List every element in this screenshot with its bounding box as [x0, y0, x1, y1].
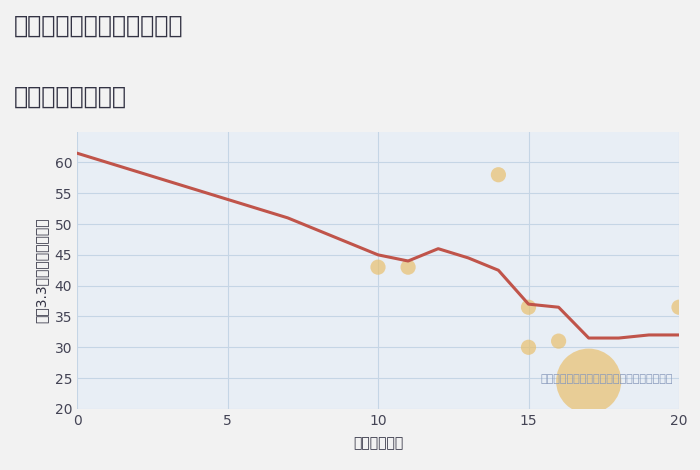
- Point: [673, 304, 685, 311]
- Point: [493, 171, 504, 179]
- Text: 駅距離別土地価格: 駅距離別土地価格: [14, 85, 127, 109]
- Point: [523, 344, 534, 351]
- Point: [583, 377, 594, 385]
- Point: [553, 337, 564, 345]
- Point: [523, 304, 534, 311]
- Text: 円の大きさは、取引のあった物件面積を示す: 円の大きさは、取引のあった物件面積を示す: [541, 374, 673, 384]
- Point: [402, 263, 414, 271]
- Text: 大阪府寝屋川市高宮栄町の: 大阪府寝屋川市高宮栄町の: [14, 14, 183, 38]
- Point: [372, 263, 384, 271]
- Y-axis label: 坪（3.3㎡）単価（万円）: 坪（3.3㎡）単価（万円）: [35, 218, 49, 323]
- X-axis label: 駅距離（分）: 駅距離（分）: [353, 436, 403, 450]
